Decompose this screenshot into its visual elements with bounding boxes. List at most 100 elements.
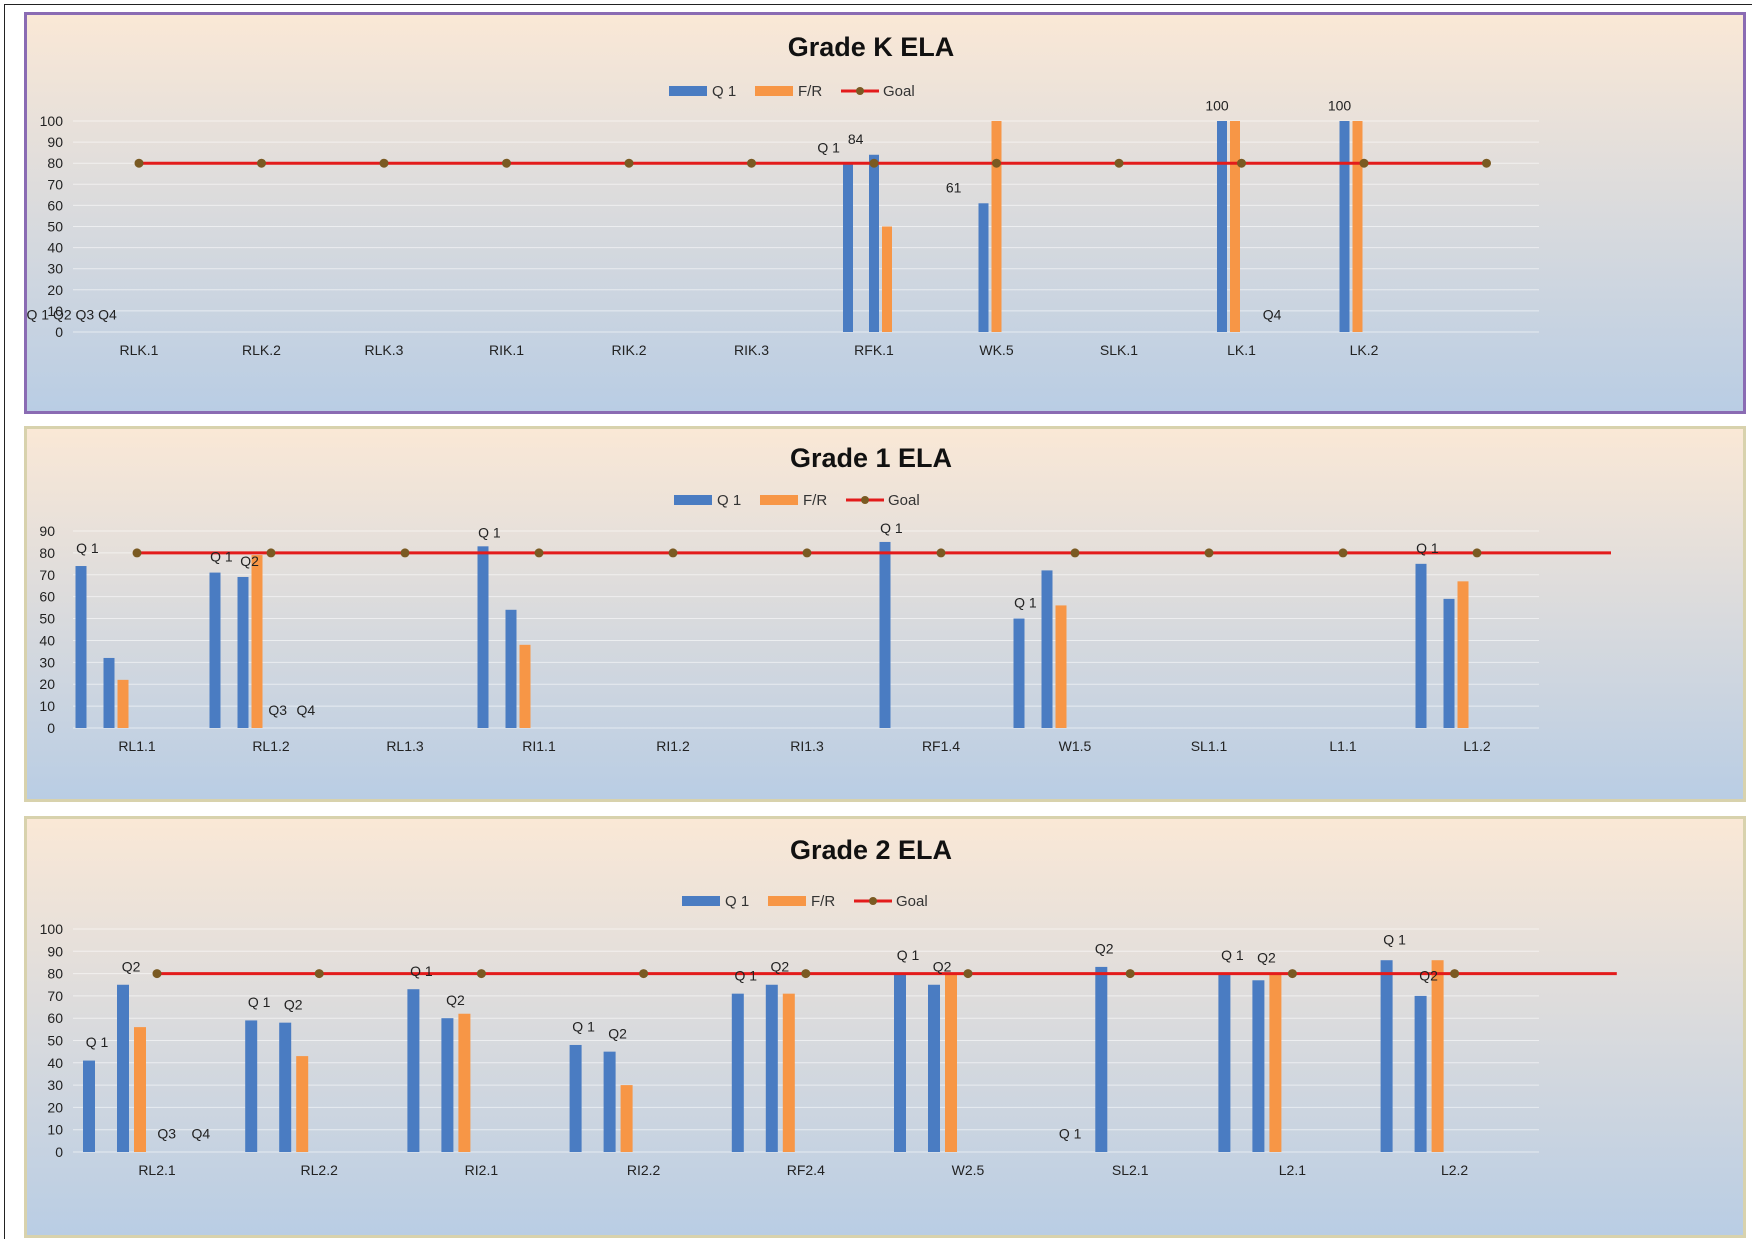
outer-frame [4, 4, 1752, 1239]
grade-2-legend-q1-swatch [682, 896, 720, 906]
grade-2-data-label: Q2 [771, 958, 790, 974]
grade-k-ytick-label: 10 [47, 303, 63, 319]
grade-1-data-label: Q 1 [210, 549, 233, 565]
grade-2-data-label: Q2 [1095, 941, 1114, 957]
grade-1-legend-goal-marker [861, 496, 869, 504]
grade-k-data-label: 100 [1205, 97, 1229, 113]
grade-2-chart-panel: Grade 2 ELA Q 1 F/R Goal 100 90 80 70 60 50 40 30 20… [24, 816, 1746, 1238]
grade-k-bar-fr [882, 226, 892, 332]
grade-2-goal-marker [963, 969, 973, 979]
grade-1-goal-marker [668, 548, 678, 558]
grade-1-goal-marker [534, 548, 544, 558]
grade-1-bar-q1 [1041, 570, 1053, 728]
grade-2-data-label: Q 1 [897, 947, 920, 963]
grade-k-goal-marker [992, 158, 1001, 168]
grade-2-data-label: Q 1 [1383, 932, 1406, 948]
grade-k-category-label: RLK.3 [365, 342, 404, 358]
grade-k-data-label: Q 1 Q2 Q3 Q4 [27, 306, 117, 322]
grade-2-ytick-label: 60 [47, 1010, 63, 1026]
grade-1-goal-marker [1070, 548, 1080, 558]
grade-k-category-label: RLK.1 [120, 342, 159, 358]
grade-1-bar-q1 [1443, 598, 1455, 728]
grade-k-goal-marker [1114, 158, 1124, 168]
grade-k-data-label: Q 1 [817, 140, 840, 156]
grade-k-bar-fr [1352, 121, 1363, 332]
grade-k-bar-q1 [978, 203, 989, 332]
grade-2-ytick-label: 10 [47, 1122, 63, 1138]
grade-2-data-label: Q 1 [734, 967, 757, 983]
grade-k-category-label: RLK.2 [242, 342, 281, 358]
grade-1-bar-fr [1457, 581, 1469, 728]
grade-2-category-label: RI2.2 [627, 1162, 661, 1178]
grade-k-ytick-label: 20 [47, 282, 63, 298]
grade-k-legend-fr-swatch [755, 86, 793, 96]
grade-1-bar-fr [117, 679, 129, 728]
grade-2-legend-fr-swatch [768, 896, 806, 906]
grade-2-bar-q1 [894, 973, 906, 1152]
grade-2-bar-q1 [1414, 995, 1427, 1152]
grade-k-category-label: RFK.1 [854, 342, 894, 358]
grade-1-data-label: Q 1 [1416, 540, 1439, 556]
grade-k-category-label: LK.2 [1350, 342, 1379, 358]
grade-1-category-label: SL1.1 [1191, 738, 1228, 754]
grade-2-bar-fr [458, 1013, 471, 1152]
grade-k-ytick-label: 80 [47, 155, 63, 171]
grade-k-goal-marker [1482, 158, 1491, 168]
grade-2-data-label: Q 1 [248, 994, 271, 1010]
grade-k-goal-marker [134, 158, 144, 168]
grade-2-data-label: Q2 [446, 992, 465, 1008]
grade-k-data-label: Q4 [1263, 306, 1282, 322]
grade-2-goal-marker [1125, 969, 1135, 979]
grade-2-category-label: W2.5 [952, 1162, 985, 1178]
grade-k-category-label: RIK.3 [734, 342, 769, 358]
grade-2-bar-q1 [83, 1060, 95, 1152]
grade-k-category-label: RIK.1 [489, 342, 524, 358]
grade-2-data-label: Q2 [1257, 949, 1276, 965]
grade-2-data-label: Q 1 [1059, 1126, 1082, 1142]
grade-1-data-label: Q 1 [880, 520, 903, 536]
grade-2-ytick-label: 90 [47, 943, 63, 959]
grade-2-background [27, 819, 1743, 1235]
grade-2-category-label: RL2.2 [301, 1162, 339, 1178]
grade-1-bar-q1 [237, 576, 249, 728]
grade-k-data-label: 61 [946, 180, 962, 196]
grade-1-category-label: W1.5 [1059, 738, 1092, 754]
grade-k-goal-marker [379, 158, 389, 168]
grade-1-bar-q1 [879, 541, 891, 728]
grade-1-category-label: RI1.3 [790, 738, 824, 754]
grade-1-bar-q1 [103, 657, 115, 728]
grade-1-goal-marker [1472, 548, 1482, 558]
grade-2-category-label: RL2.1 [138, 1162, 176, 1178]
grade-2-bar-q1 [245, 1020, 258, 1152]
grade-k-ytick-label: 90 [47, 134, 63, 150]
grade-2-bar-q1 [407, 989, 420, 1152]
grade-2-ytick-label: 20 [47, 1099, 63, 1115]
grade-k-legend-q1-swatch [669, 86, 707, 96]
grade-2-bar-fr [1269, 973, 1282, 1152]
grade-1-category-label: L1.1 [1329, 738, 1356, 754]
grade-k-background [27, 15, 1743, 411]
grade-2-ytick-label: 0 [55, 1144, 63, 1160]
grade-2-category-label: RF2.4 [787, 1162, 825, 1178]
grade-1-legend-fr-swatch [760, 495, 798, 505]
grade-k-bar-q1 [1339, 121, 1350, 332]
grade-1-ytick-label: 0 [47, 720, 55, 736]
grade-2-bar-q1 [1252, 980, 1265, 1152]
grade-1-bar-q1 [1415, 563, 1427, 728]
grade-k-data-label: 84 [848, 131, 864, 147]
grade-k-chart-panel: Grade K ELA Q 1 F/R Goal 100 90 80 70 60 50 40 30 20… [24, 12, 1746, 414]
grade-1-legend-goal-label: Goal [888, 492, 920, 509]
grade-1-bar-q1 [75, 566, 87, 728]
grade-2-category-label: RI2.1 [465, 1162, 499, 1178]
grade-1-goal-marker [132, 548, 142, 558]
grade-2-data-label: Q4 [191, 1126, 210, 1142]
grade-k-legend-goal-label: Goal [883, 83, 915, 100]
grade-2-bar-q1 [1218, 973, 1231, 1152]
grade-1-legend-q1-label: Q 1 [717, 492, 741, 509]
grade-1-goal-marker [400, 548, 410, 558]
grade-1-legend-fr-label: F/R [803, 492, 827, 509]
grade-2-data-label: Q 1 [410, 963, 433, 979]
grade-2-category-label: L2.1 [1279, 1162, 1306, 1178]
grade-1-bar-q1 [1013, 618, 1025, 728]
grade-1-category-label: RF1.4 [922, 738, 960, 754]
